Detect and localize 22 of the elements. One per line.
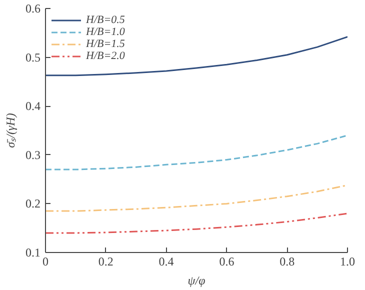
line-series — [46, 184, 348, 212]
line-series — [46, 212, 348, 234]
y-tick-label: 0.4 — [26, 99, 40, 114]
x-tick-label: 0 — [42, 254, 48, 268]
legend-label: H/B=2.0 — [86, 50, 125, 62]
x-axis-title: ψ/φ — [188, 274, 206, 288]
x-tick-label: 0.6 — [219, 254, 234, 268]
y-tick-label: 0.5 — [26, 50, 40, 64]
y-tick-label: 0.6 — [26, 2, 40, 16]
legend-label: H/B=1.0 — [86, 26, 125, 38]
line-series — [46, 134, 348, 170]
x-tick-label: 0.8 — [280, 254, 295, 268]
x-tick-label: 0.2 — [98, 254, 114, 268]
x-tick-label: 1.0 — [340, 254, 355, 268]
y-tick-label: 0.3 — [26, 148, 40, 162]
y-tick-label: 0.2 — [26, 196, 40, 211]
y-tick-label: 0.1 — [26, 246, 40, 260]
y-axis-title: σ̄ₛ/(γH) — [4, 113, 18, 148]
x-tick-label: 0.4 — [158, 254, 174, 268]
legend-label: H/B=1.5 — [86, 38, 125, 50]
line-series — [46, 36, 348, 76]
legend-label: H/B=0.5 — [86, 14, 125, 26]
